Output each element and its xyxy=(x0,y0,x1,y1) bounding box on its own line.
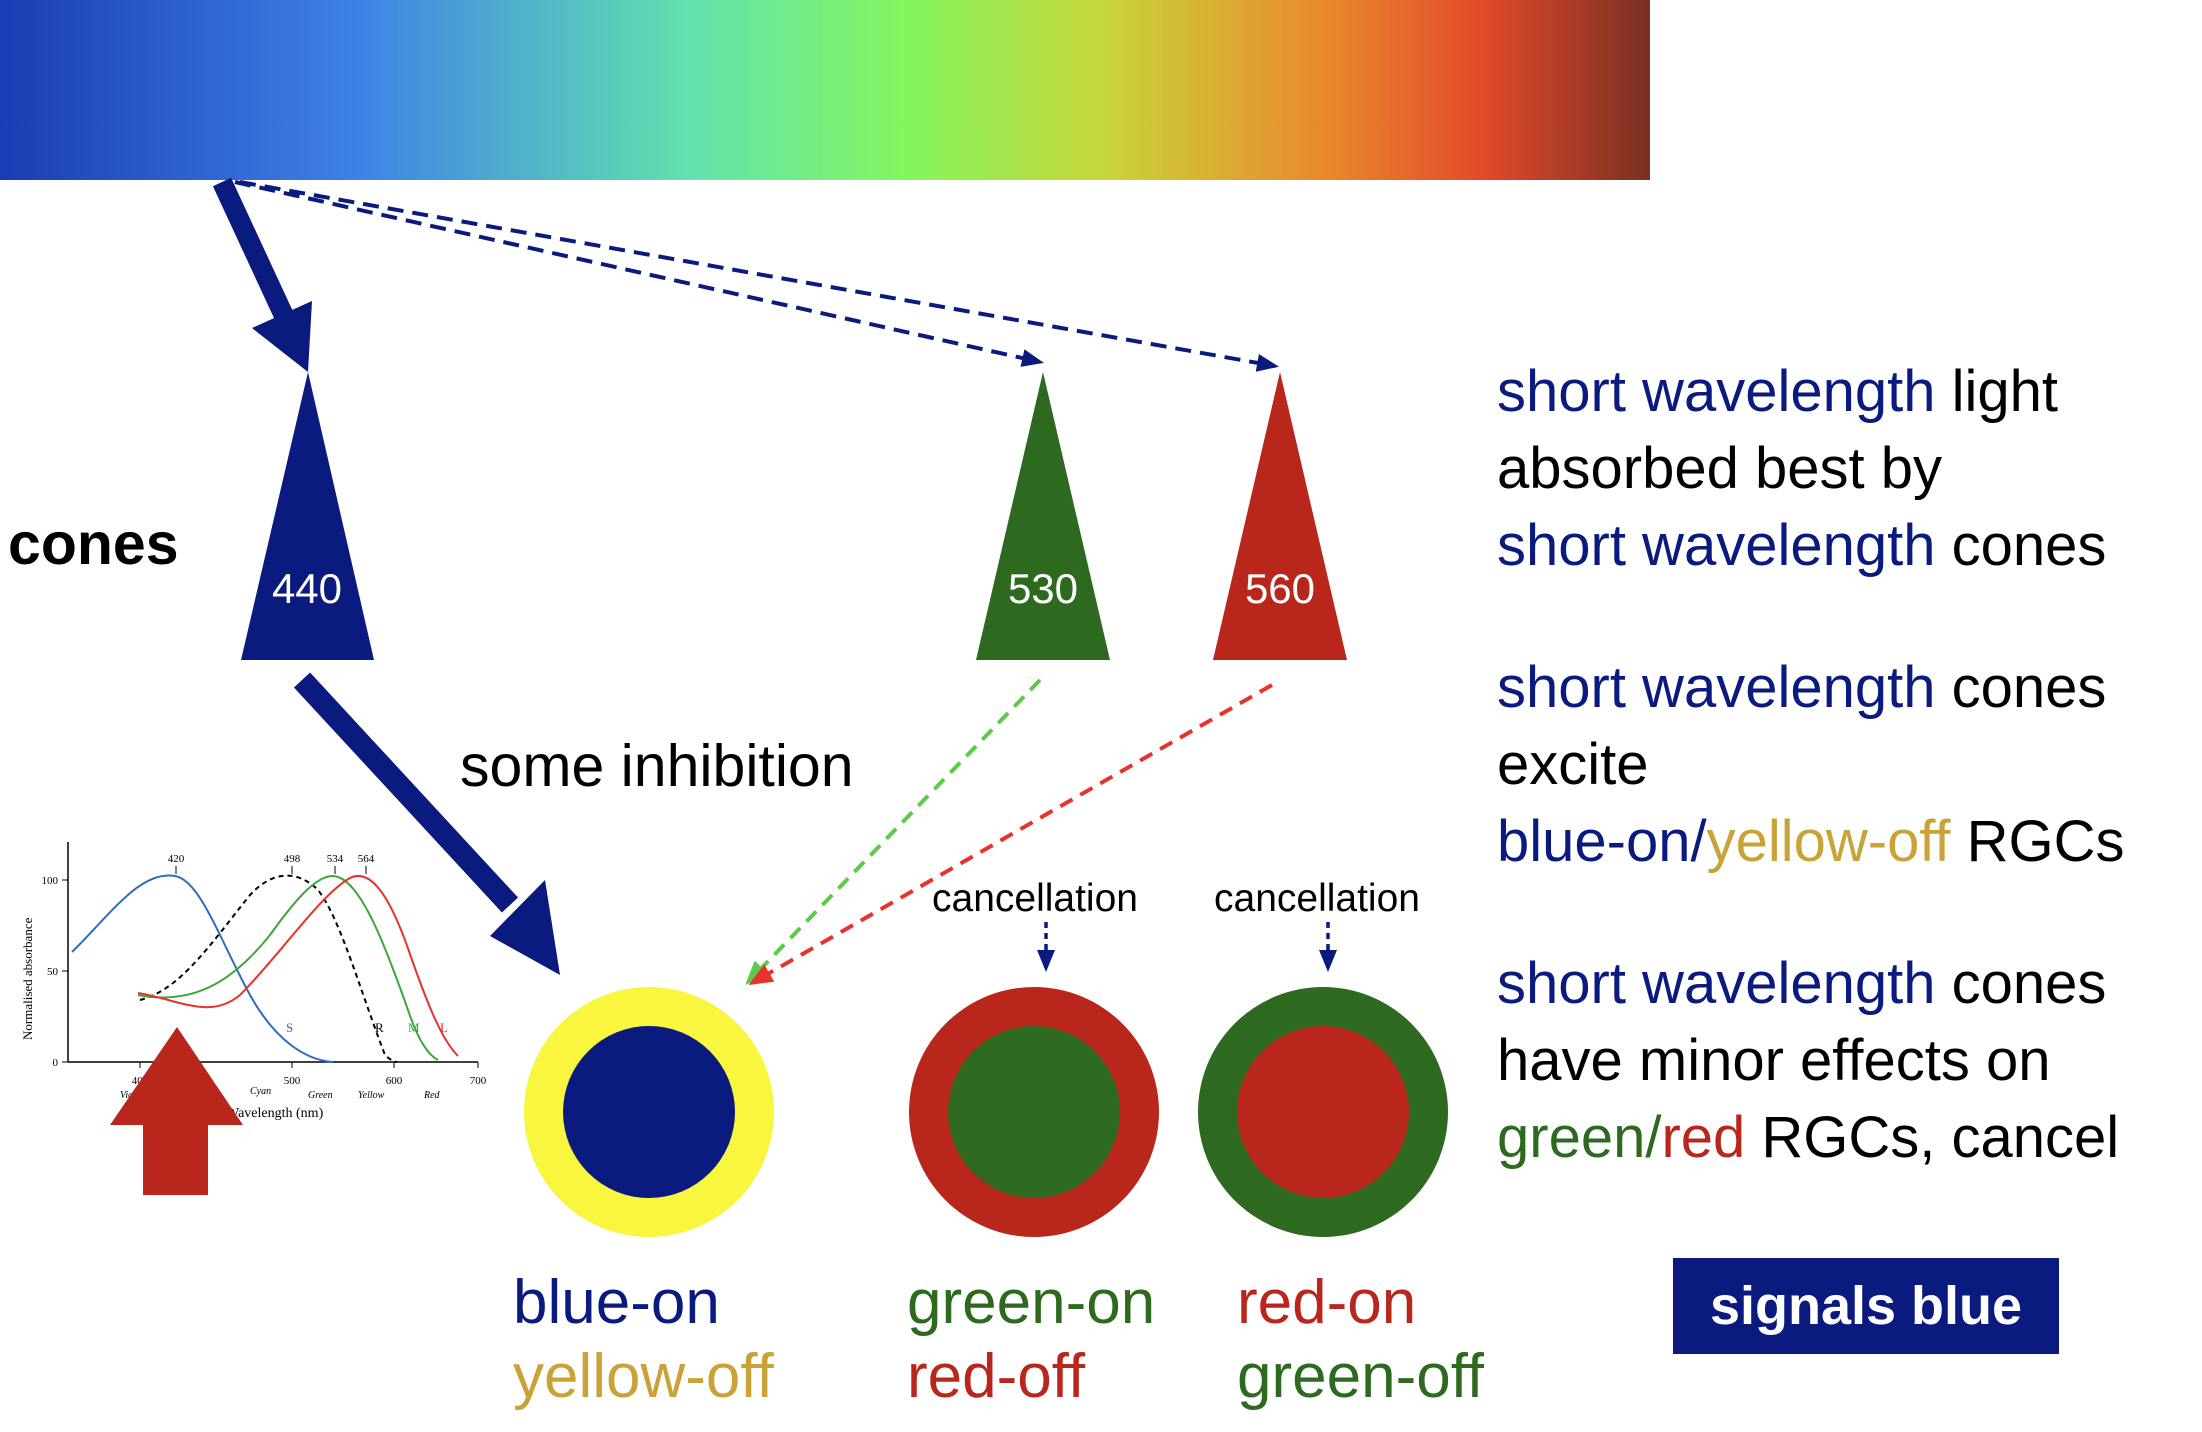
note-highlight: blue-on xyxy=(1497,809,1691,874)
note-text: RGCs, cancel xyxy=(1745,1105,2120,1170)
note-text: RGCs xyxy=(1950,809,2125,874)
arrow-light-to-s-cone xyxy=(212,177,312,372)
rgc-label-line2: red-off xyxy=(907,1342,1086,1411)
note-excite: short wavelength cones excite blue-on/ye… xyxy=(1497,649,2125,880)
chart-y-tick-label: 50 xyxy=(47,966,59,978)
spectrum-bar xyxy=(0,0,1650,180)
color-name-yellow: Yellow xyxy=(358,1090,385,1101)
up-arrow-icon xyxy=(110,1027,243,1195)
cancellation-label-2: cancellation xyxy=(1214,877,1420,920)
chart-ylabel: Normalised absorbance xyxy=(20,917,35,1040)
chart-y-tick-label: 100 xyxy=(42,875,59,887)
color-name-cyan: Cyan xyxy=(250,1086,271,1097)
curve-label-m: M xyxy=(408,1020,420,1035)
note-text: cones xyxy=(1935,655,2107,720)
chart-x-tick-label: 700 xyxy=(470,1075,487,1087)
rod-absorbance-curve xyxy=(139,874,398,1063)
inhibition-label: some inhibition xyxy=(460,733,854,799)
cones-label: cones xyxy=(8,511,179,577)
rgc-label-line1: blue-on xyxy=(513,1268,720,1337)
note-text: cones xyxy=(1935,951,2107,1016)
signals-blue-badge: signals blue xyxy=(1709,1276,2023,1336)
note-highlight: yellow-off xyxy=(1706,809,1951,874)
note-highlight: green xyxy=(1497,1105,1646,1170)
note-highlight: short wavelength xyxy=(1497,655,1936,720)
l-cone xyxy=(1213,372,1347,660)
rgc-label-line1: red-on xyxy=(1237,1268,1417,1337)
note-text: have minor effects on xyxy=(1497,1028,2051,1093)
note-text: absorbed best by xyxy=(1497,436,1942,501)
rgc-label-red-on-green-off: red-on green-off xyxy=(1237,1266,1484,1414)
peak-label-534: 534 xyxy=(327,853,344,865)
note-text: light xyxy=(1935,359,2058,424)
peak-label-420: 420 xyxy=(168,853,185,865)
chart-x-tick-label: 600 xyxy=(386,1075,403,1087)
rgc-label-line1: green-on xyxy=(907,1268,1156,1337)
chart-x-tick-label: 500 xyxy=(284,1075,301,1087)
rgc-label-line2: green-off xyxy=(1237,1342,1485,1411)
note-highlight: short wavelength xyxy=(1497,951,1936,1016)
rgc-label-line2: yellow-off xyxy=(513,1342,774,1411)
s-absorbance-curve xyxy=(71,874,334,1063)
note-cancel: short wavelength cones have minor effect… xyxy=(1497,945,2119,1176)
rgc-blue-on-yellow-off xyxy=(524,987,774,1237)
dashed-arrow-m-cone-inhibition xyxy=(745,678,1042,985)
dashed-arrow-light-to-l-cone xyxy=(239,180,1279,372)
curve-label-r: R xyxy=(375,1020,384,1035)
cancellation-label-1: cancellation xyxy=(932,877,1138,920)
note-absorption: short wavelength light absorbed best by … xyxy=(1497,353,2106,584)
curve-label-l: L xyxy=(440,1020,448,1035)
l-absorbance-curve xyxy=(137,875,459,1057)
rgc-green-on-red-off xyxy=(909,987,1159,1237)
rgc-label-green-on-red-off: green-on red-off xyxy=(907,1266,1155,1414)
peak-label-564: 564 xyxy=(358,853,375,865)
m-cone xyxy=(976,372,1110,660)
chart-xlabel: Wavelength (nm) xyxy=(226,1106,324,1121)
arrow-s-cone-to-blue-on xyxy=(293,672,560,975)
m-cone-peak: 530 xyxy=(1008,565,1078,612)
m-absorbance-curve xyxy=(137,874,439,1061)
note-text: / xyxy=(1645,1105,1662,1170)
signals-blue-badge-bg xyxy=(1673,1258,2059,1354)
note-text: / xyxy=(1690,809,1707,874)
s-cone xyxy=(241,372,374,660)
dashed-arrow-light-to-m-cone xyxy=(234,180,1044,367)
color-name-red: Red xyxy=(423,1090,441,1101)
s-cone-peak: 440 xyxy=(272,565,342,612)
note-text: cones xyxy=(1935,513,2107,578)
note-highlight: red xyxy=(1661,1105,1746,1170)
peak-label-498: 498 xyxy=(284,853,301,865)
note-text: excite xyxy=(1497,732,1649,797)
note-highlight: short wavelength xyxy=(1497,359,1936,424)
rgc-red-on-green-off xyxy=(1198,987,1448,1237)
note-highlight: short wavelength xyxy=(1497,513,1936,578)
color-name-green: Green xyxy=(308,1090,333,1101)
dashed-arrow-l-cone-inhibition xyxy=(748,683,1273,985)
rgc-label-blue-on-yellow-off: blue-on yellow-off xyxy=(513,1266,774,1414)
curve-label-s: S xyxy=(286,1020,293,1035)
chart-y-tick-label: 0 xyxy=(53,1057,59,1069)
l-cone-peak: 560 xyxy=(1245,565,1315,612)
